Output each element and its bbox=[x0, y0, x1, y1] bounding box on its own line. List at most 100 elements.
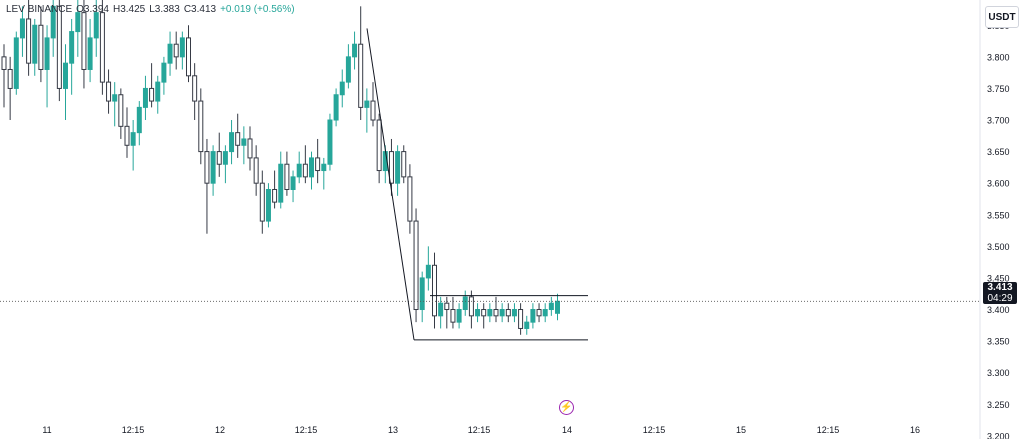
candle bbox=[50, 0, 56, 57]
candle bbox=[475, 303, 481, 323]
candle-body bbox=[130, 132, 136, 146]
candle bbox=[321, 157, 327, 190]
time-tick-label: 12:15 bbox=[468, 425, 491, 435]
drawings-layer bbox=[0, 28, 980, 341]
candle-body bbox=[468, 296, 474, 317]
candle bbox=[487, 303, 493, 323]
symbol-label: LEV BINANCE bbox=[6, 4, 73, 15]
candle-body bbox=[106, 81, 112, 102]
candle bbox=[395, 145, 401, 196]
candle-body bbox=[388, 151, 394, 184]
candle-body bbox=[511, 309, 517, 317]
candle bbox=[192, 63, 198, 121]
candle bbox=[419, 271, 425, 323]
candle bbox=[93, 0, 99, 57]
candle-body bbox=[112, 94, 118, 102]
last-price-label: 3.413 bbox=[987, 282, 1013, 293]
candle-body bbox=[222, 151, 228, 165]
candle bbox=[444, 296, 450, 329]
ohlc-legend: LEV BINANCE O3.394 H3.425 L3.383 C3.413 … bbox=[6, 4, 295, 15]
price-tick-label: 3.650 bbox=[987, 147, 1010, 157]
candle-body bbox=[499, 309, 505, 317]
candle-body bbox=[352, 43, 358, 58]
candle bbox=[511, 303, 517, 323]
time-tick-label: 12:15 bbox=[643, 425, 666, 435]
candle-body bbox=[44, 37, 50, 70]
candle-body bbox=[1, 56, 7, 70]
candle-body bbox=[315, 157, 321, 172]
price-tick-label: 3.550 bbox=[987, 210, 1010, 220]
candle-body bbox=[302, 163, 308, 178]
price-tick-label: 3.750 bbox=[987, 84, 1010, 94]
candle bbox=[327, 113, 333, 171]
currency-button[interactable]: USDT bbox=[985, 6, 1019, 28]
price-tick-label: 3.400 bbox=[987, 305, 1010, 315]
candle bbox=[26, 0, 32, 76]
candle-body bbox=[364, 100, 370, 108]
candle bbox=[56, 0, 62, 102]
time-tick-label: 13 bbox=[388, 425, 398, 435]
candle-body bbox=[407, 176, 413, 222]
candle bbox=[438, 296, 444, 329]
candle bbox=[81, 0, 87, 89]
candle-body bbox=[179, 37, 185, 58]
candle-body bbox=[419, 277, 425, 311]
candle bbox=[425, 246, 431, 291]
candle-body bbox=[487, 309, 493, 317]
trendline-drawing[interactable] bbox=[366, 28, 415, 340]
candle bbox=[69, 18, 75, 95]
candle bbox=[352, 31, 358, 70]
candle-body bbox=[505, 309, 511, 317]
candle bbox=[149, 63, 155, 108]
candle bbox=[198, 88, 204, 165]
candle bbox=[167, 31, 173, 76]
candle bbox=[241, 126, 247, 165]
candle bbox=[499, 303, 505, 323]
candle-body bbox=[167, 43, 173, 64]
candle bbox=[290, 170, 296, 203]
candle bbox=[388, 138, 394, 196]
candle-body bbox=[241, 138, 247, 146]
candle bbox=[179, 31, 185, 70]
candle-body bbox=[395, 151, 401, 184]
candle-body bbox=[26, 18, 32, 64]
candle bbox=[524, 315, 530, 335]
candle-body bbox=[93, 12, 99, 39]
open-value: O3.394 bbox=[76, 4, 109, 15]
candle-body bbox=[81, 12, 87, 70]
price-tick-label: 3.500 bbox=[987, 242, 1010, 252]
candle bbox=[530, 303, 536, 329]
candle-body bbox=[524, 321, 530, 329]
candle bbox=[265, 183, 271, 228]
candle bbox=[142, 75, 148, 121]
candle-body bbox=[309, 157, 314, 178]
candle bbox=[413, 208, 419, 323]
candle bbox=[87, 18, 93, 83]
candle-body bbox=[186, 37, 191, 77]
candle-body bbox=[253, 157, 259, 184]
candle bbox=[302, 145, 308, 184]
candle-body bbox=[69, 31, 75, 64]
candle bbox=[333, 88, 339, 127]
candle-body bbox=[63, 62, 68, 89]
candle bbox=[216, 132, 222, 177]
candle-body bbox=[518, 309, 524, 329]
candle bbox=[370, 82, 376, 127]
candle-body bbox=[173, 43, 179, 58]
candle bbox=[309, 151, 314, 190]
candle-body bbox=[376, 119, 382, 172]
candle-body bbox=[493, 309, 499, 317]
time-tick-label: 12:15 bbox=[122, 425, 145, 435]
candle bbox=[136, 101, 142, 146]
bar-countdown-label: 04:29 bbox=[987, 293, 1013, 304]
change-value: +0.019 (+0.56%) bbox=[220, 4, 295, 15]
candle-body bbox=[456, 309, 462, 323]
price-tick-label: 3.300 bbox=[987, 368, 1010, 378]
candle-body bbox=[124, 125, 130, 146]
lightning-icon[interactable]: ⚡ bbox=[559, 400, 574, 415]
candle-body bbox=[136, 106, 142, 134]
candle-body bbox=[87, 37, 93, 70]
time-axis: 11 12:15 12 12:15 13 12:15 14 12:15 15 12:15 16 bbox=[42, 425, 920, 435]
